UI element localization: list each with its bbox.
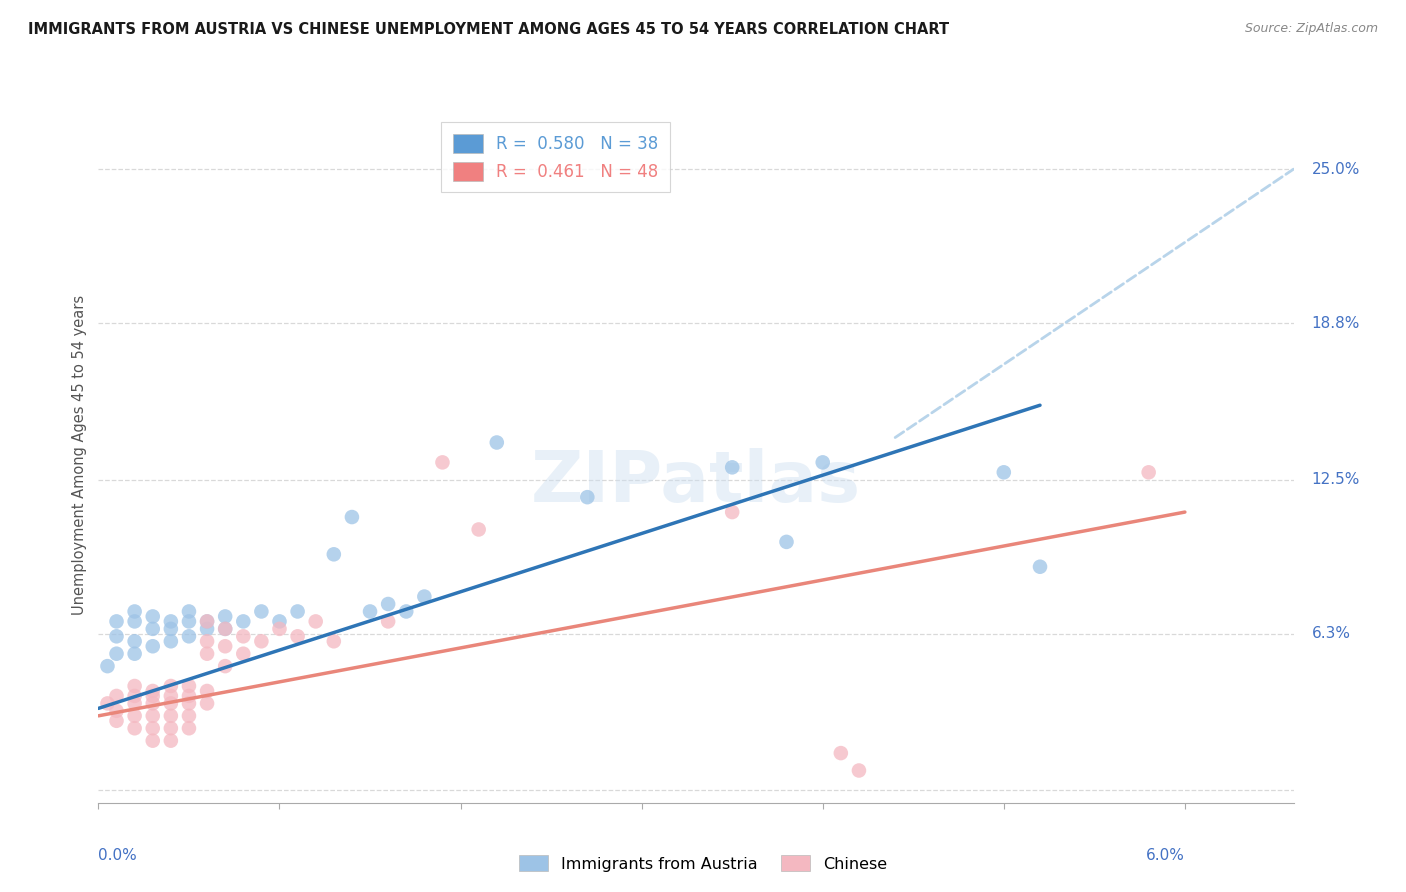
Point xyxy=(160,708,183,723)
Point xyxy=(142,697,165,711)
Point xyxy=(1137,466,1160,480)
Point xyxy=(160,733,183,747)
Text: ZIPatlas: ZIPatlas xyxy=(531,449,860,517)
Point xyxy=(160,622,183,636)
Point xyxy=(124,615,146,629)
Point xyxy=(124,679,146,693)
Point xyxy=(485,435,508,450)
Point xyxy=(96,697,118,711)
Point xyxy=(214,622,236,636)
Y-axis label: Unemployment Among Ages 45 to 54 years: Unemployment Among Ages 45 to 54 years xyxy=(72,295,87,615)
Point xyxy=(177,615,200,629)
Text: 6.3%: 6.3% xyxy=(1312,626,1351,641)
Point xyxy=(177,697,200,711)
Point xyxy=(142,721,165,735)
Point xyxy=(395,605,418,619)
Point xyxy=(160,697,183,711)
Point xyxy=(124,708,146,723)
Point xyxy=(830,746,852,760)
Point xyxy=(195,615,218,629)
Point xyxy=(105,647,128,661)
Point xyxy=(214,622,236,636)
Point xyxy=(195,697,218,711)
Text: 6.0%: 6.0% xyxy=(1146,847,1185,863)
Legend: R =  0.580   N = 38, R =  0.461   N = 48: R = 0.580 N = 38, R = 0.461 N = 48 xyxy=(441,122,671,193)
Point xyxy=(322,634,344,648)
Point xyxy=(105,629,128,643)
Point xyxy=(160,679,183,693)
Point xyxy=(269,615,291,629)
Point xyxy=(142,622,165,636)
Point xyxy=(105,689,128,703)
Point xyxy=(142,639,165,653)
Point xyxy=(105,704,128,718)
Point xyxy=(721,505,744,519)
Point xyxy=(195,634,218,648)
Text: 12.5%: 12.5% xyxy=(1312,472,1360,487)
Point xyxy=(124,689,146,703)
Point xyxy=(195,615,218,629)
Point xyxy=(124,697,146,711)
Legend: Immigrants from Austria, Chinese: Immigrants from Austria, Chinese xyxy=(512,847,894,880)
Point xyxy=(142,733,165,747)
Point xyxy=(177,689,200,703)
Point xyxy=(195,622,218,636)
Point xyxy=(177,629,200,643)
Point xyxy=(413,590,436,604)
Point xyxy=(142,609,165,624)
Point xyxy=(576,490,599,504)
Point xyxy=(250,634,273,648)
Point xyxy=(811,455,834,469)
Point xyxy=(195,684,218,698)
Point xyxy=(177,721,200,735)
Point xyxy=(359,605,381,619)
Point xyxy=(232,615,254,629)
Text: 18.8%: 18.8% xyxy=(1312,316,1360,331)
Text: IMMIGRANTS FROM AUSTRIA VS CHINESE UNEMPLOYMENT AMONG AGES 45 TO 54 YEARS CORREL: IMMIGRANTS FROM AUSTRIA VS CHINESE UNEMP… xyxy=(28,22,949,37)
Point xyxy=(721,460,744,475)
Point xyxy=(305,615,328,629)
Point xyxy=(160,615,183,629)
Point xyxy=(214,609,236,624)
Point xyxy=(142,708,165,723)
Point xyxy=(377,597,399,611)
Point xyxy=(377,615,399,629)
Point xyxy=(432,455,454,469)
Point xyxy=(142,684,165,698)
Point xyxy=(775,534,797,549)
Point xyxy=(848,764,870,778)
Point xyxy=(214,659,236,673)
Point xyxy=(160,689,183,703)
Point xyxy=(250,605,273,619)
Point xyxy=(232,647,254,661)
Point xyxy=(993,466,1015,480)
Point xyxy=(177,679,200,693)
Point xyxy=(124,634,146,648)
Text: 25.0%: 25.0% xyxy=(1312,161,1360,177)
Point xyxy=(124,721,146,735)
Point xyxy=(177,605,200,619)
Point xyxy=(142,689,165,703)
Point xyxy=(160,721,183,735)
Point xyxy=(160,634,183,648)
Text: 0.0%: 0.0% xyxy=(98,847,138,863)
Point xyxy=(232,629,254,643)
Point xyxy=(105,714,128,728)
Point xyxy=(124,647,146,661)
Point xyxy=(287,629,309,643)
Point xyxy=(124,605,146,619)
Point xyxy=(269,622,291,636)
Point xyxy=(105,615,128,629)
Point xyxy=(467,523,489,537)
Point xyxy=(214,639,236,653)
Point xyxy=(287,605,309,619)
Point xyxy=(322,547,344,561)
Text: Source: ZipAtlas.com: Source: ZipAtlas.com xyxy=(1244,22,1378,36)
Point xyxy=(96,659,118,673)
Point xyxy=(177,708,200,723)
Point xyxy=(195,647,218,661)
Point xyxy=(1029,559,1052,574)
Point xyxy=(340,510,363,524)
